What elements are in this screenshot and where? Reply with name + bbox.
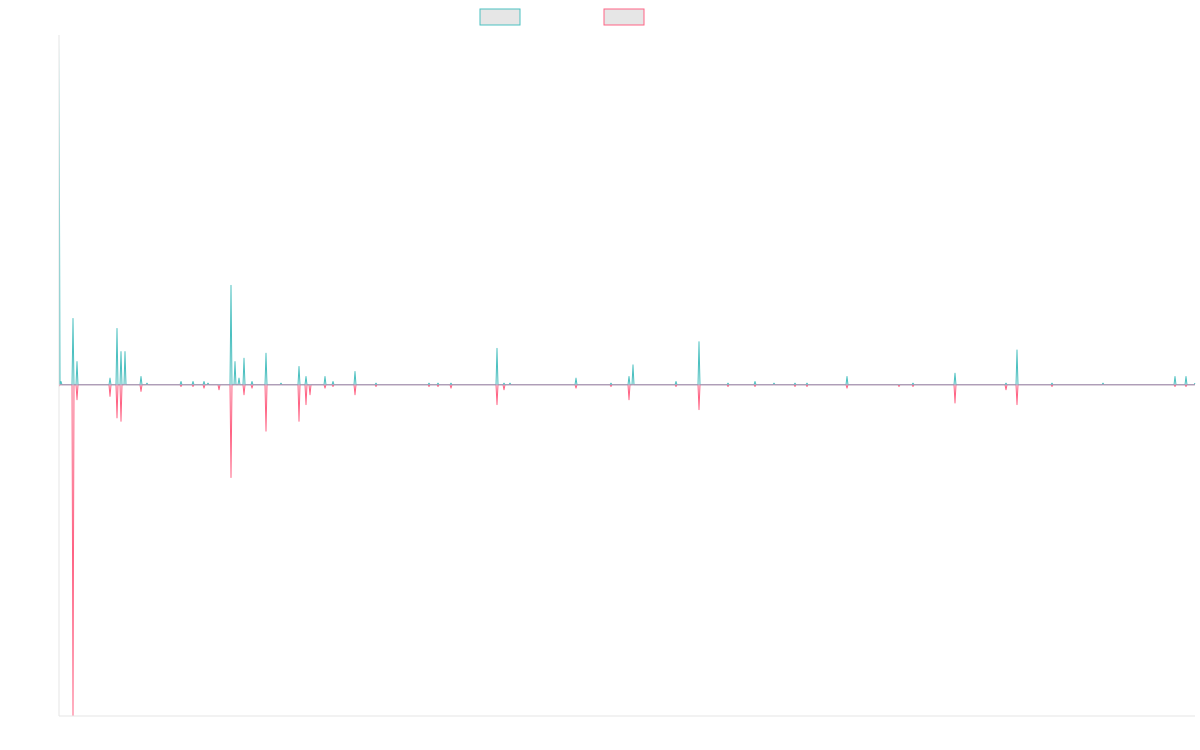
series-2-area — [59, 384, 1195, 716]
legend-swatch-1[interactable] — [479, 8, 521, 26]
legend — [479, 8, 645, 26]
legend-swatch-2[interactable] — [603, 8, 645, 26]
series-2-line — [58, 384, 1195, 717]
axes — [58, 35, 1195, 717]
plot-area — [58, 36, 1196, 717]
series-1-line — [58, 36, 1196, 386]
series-1-area — [59, 37, 1195, 385]
